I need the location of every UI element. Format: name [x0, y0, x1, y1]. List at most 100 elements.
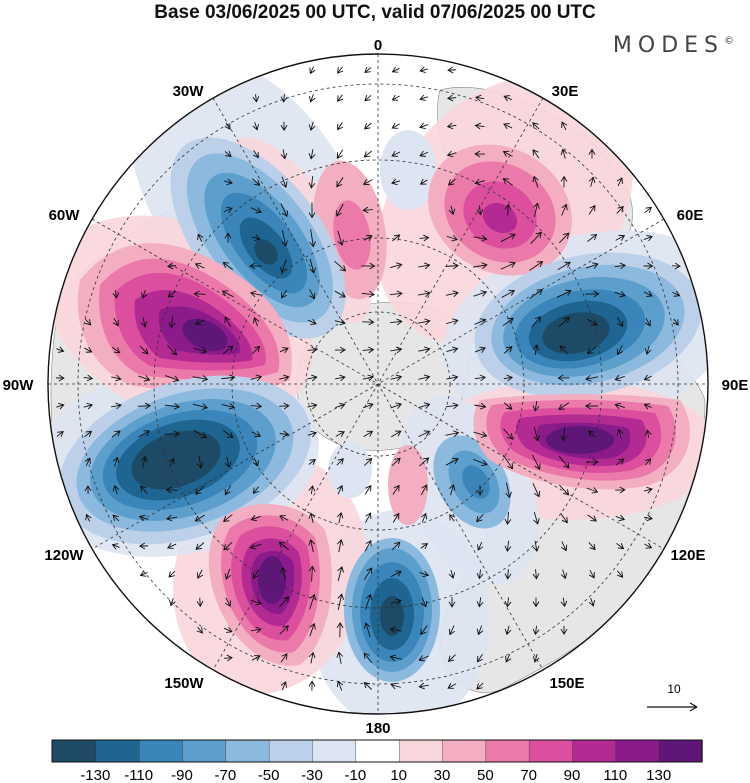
wind-arrow: [419, 66, 428, 74]
wind-arrow: [644, 206, 652, 214]
wind-arrow: [197, 569, 204, 579]
wind-arrow: [252, 178, 261, 186]
wind-arrow: [557, 261, 571, 271]
wind-arrow: [280, 94, 288, 103]
wind-arrow: [391, 66, 400, 73]
wind-arrow: [223, 178, 233, 186]
wind-arrow: [138, 542, 149, 550]
colorbar-swatch: [528, 739, 573, 763]
wind-arrow: [336, 621, 344, 638]
wind-arrow: [390, 374, 403, 382]
wind-arrow: [168, 570, 176, 578]
wind-arrow: [502, 150, 513, 157]
wind-arrow: [560, 148, 568, 159]
wind-arrow: [561, 203, 568, 216]
wind-arrow: [476, 569, 484, 580]
wind-arrow: [445, 290, 459, 297]
wind-arrow: [615, 514, 626, 522]
wind-arrow: [390, 430, 402, 438]
wind-arrow: [501, 289, 516, 298]
wind-arrow: [616, 543, 625, 550]
wind-arrow: [308, 539, 315, 553]
wind-arrow: [588, 148, 596, 159]
colorbar-swatch: [441, 739, 487, 763]
wind-arrow: [532, 540, 540, 553]
lon-label-90w: 90W: [3, 377, 35, 394]
wind-arrow: [111, 543, 120, 550]
wind-arrow: [585, 290, 600, 298]
wind-arrow: [560, 175, 568, 188]
wind-arrow: [280, 203, 289, 218]
wind-arrow: [447, 654, 456, 662]
wind-arrow: [281, 289, 287, 299]
wind-arrow: [558, 316, 570, 328]
wind-arrow: [334, 374, 346, 382]
wind-arrow: [112, 484, 120, 495]
wind-arrow: [197, 233, 204, 242]
wind-arrow: [418, 682, 429, 690]
wind-arrow: [335, 402, 346, 410]
wind-arrow: [473, 234, 488, 242]
wind-arrow: [223, 541, 233, 551]
wind-arrow: [192, 375, 209, 382]
wind-arrow: [223, 654, 233, 662]
wind-arrow: [474, 402, 487, 410]
colorbar-swatch: [615, 739, 660, 763]
wind-arrow: [392, 484, 400, 495]
wind-arrow: [363, 652, 373, 664]
wind-arrow: [222, 430, 234, 439]
wind-arrow: [473, 262, 488, 269]
wind-arrow: [309, 593, 317, 610]
wind-arrow: [448, 597, 456, 608]
wind-arrow: [308, 512, 316, 523]
wind-arrow: [533, 511, 540, 525]
wind-arrow: [362, 346, 375, 354]
wind-arrow: [418, 374, 431, 382]
wind-arrow: [500, 261, 516, 270]
wind-arrow: [112, 318, 119, 327]
wind-arrow: [222, 345, 234, 355]
wind-arrow: [390, 318, 403, 326]
wind-arrow: [447, 682, 457, 689]
wind-arrow: [251, 655, 261, 662]
wind-arrow: [389, 654, 402, 662]
wind-arrow: [223, 207, 233, 214]
wind-arrow: [167, 542, 177, 550]
wind-arrow: [337, 566, 344, 582]
wind-arrow: [446, 374, 459, 382]
wind-arrow: [56, 374, 65, 382]
wind-arrow: [558, 232, 570, 244]
wind-arrow: [584, 402, 599, 410]
wind-arrow: [389, 626, 402, 634]
colorbar-tick-label: 90: [564, 767, 581, 783]
wind-arrow: [362, 402, 374, 410]
wind-arrow: [558, 455, 570, 469]
lon-label-60e: 60E: [677, 207, 704, 224]
positive-anomaly-105e: [473, 394, 690, 490]
wind-arrow: [281, 176, 288, 189]
wind-arrow: [474, 178, 486, 186]
wind-arrow: [616, 428, 624, 439]
wind-arrow: [112, 456, 120, 467]
wind-arrow: [533, 427, 540, 442]
wind-arrow: [222, 261, 233, 270]
wind-arrow: [614, 374, 625, 382]
wind-arrow: [503, 402, 513, 410]
wind-arrow: [532, 625, 540, 636]
wind-arrow: [476, 682, 484, 690]
wind-arrow: [446, 346, 459, 354]
wind-arrow: [308, 176, 316, 189]
wind-arrow: [560, 427, 568, 442]
colorbar-tick-label: 50: [477, 767, 494, 783]
wind-arrow: [224, 150, 232, 158]
wind-arrow: [504, 203, 512, 216]
wind-arrow: [56, 431, 64, 438]
reference-vector-label: 10: [667, 682, 681, 696]
wind-arrow: [309, 94, 316, 103]
wind-arrow: [477, 541, 484, 551]
wind-arrow: [278, 596, 290, 608]
wind-arrow: [418, 262, 431, 270]
wind-arrow: [308, 459, 316, 466]
wind-arrow: [252, 94, 260, 103]
wind-arrow: [446, 150, 457, 158]
